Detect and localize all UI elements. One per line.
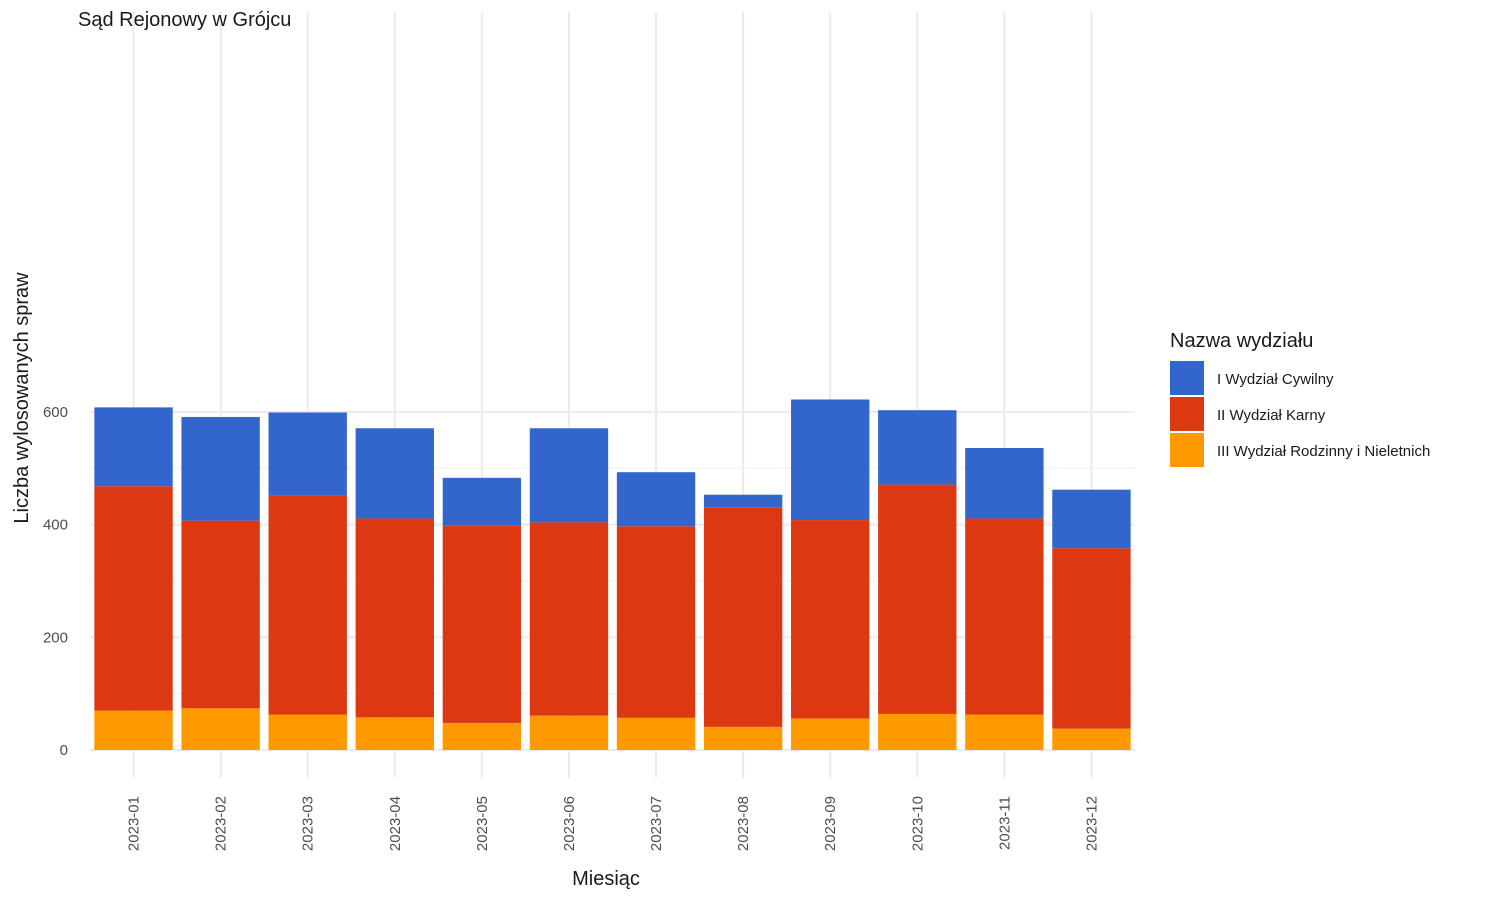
bar-segment [616, 526, 696, 718]
legend-swatch [1170, 397, 1204, 431]
bar-segment [268, 714, 347, 750]
bar-segment [703, 726, 783, 750]
bar-segment [355, 717, 434, 750]
legend-label: III Wydział Rodzinny i Nieletnich [1217, 443, 1430, 460]
x-axis-ticks: 2023-01 2023-02 2023-03 2023-04 2023-05 2023-… [126, 796, 1101, 851]
bar-segment [878, 713, 957, 750]
x-tick-label: 2023-12 [1083, 796, 1100, 851]
bar-segment [616, 472, 696, 527]
legend-items: I Wydział Cywilny II Wydział Karny III Wyd… [1170, 361, 1430, 467]
bar-segment [1052, 728, 1131, 750]
legend-swatch [1170, 361, 1204, 395]
bar-segment [94, 486, 173, 711]
x-tick-label: 2023-03 [300, 796, 317, 851]
y-tick-label: 400 [43, 517, 68, 534]
bar-segment [268, 495, 347, 715]
bar-segment [94, 710, 173, 750]
bar-segment [181, 416, 260, 521]
y-axis-ticks: 0 200 400 600 [43, 404, 68, 759]
bar-segment [965, 714, 1044, 750]
bar-segment [355, 518, 434, 718]
bar-segment [791, 399, 870, 521]
x-tick-label: 2023-06 [561, 796, 578, 851]
bar-segment [181, 708, 260, 750]
x-tick-label: 2023-09 [822, 796, 839, 851]
x-tick-label: 2023-01 [126, 796, 143, 851]
y-tick-label: 200 [43, 629, 68, 646]
legend-label: I Wydział Cywilny [1217, 371, 1334, 388]
bar-segment [965, 447, 1044, 519]
bar-segment [791, 718, 870, 750]
x-tick-label: 2023-05 [474, 796, 491, 851]
x-axis-title: Miesiąc [572, 868, 640, 890]
x-tick-label: 2023-11 [996, 796, 1013, 850]
bar-segment [703, 507, 783, 727]
bar-segment [616, 717, 696, 750]
bar-segment [1052, 489, 1131, 549]
x-tick-label: 2023-07 [648, 796, 665, 851]
bar-segment [442, 477, 522, 526]
bar-segment [529, 522, 609, 716]
bar-segment [442, 722, 522, 750]
bar-segment [442, 525, 522, 723]
x-tick-label: 2023-04 [387, 796, 404, 851]
bar-segment [878, 410, 957, 485]
x-tick-label: 2023-02 [213, 796, 230, 851]
bar-segment [529, 715, 609, 750]
bar-segment [1052, 548, 1131, 729]
y-tick-label: 0 [60, 742, 68, 759]
bar-segment [878, 484, 957, 714]
legend-swatch [1170, 433, 1204, 467]
bar-segment [94, 407, 173, 487]
legend: Nazwa wydziału I Wydział Cywilny II Wydzi… [1170, 330, 1430, 467]
bar-segment [791, 520, 870, 719]
y-tick-label: 600 [43, 404, 68, 421]
x-tick-label: 2023-10 [909, 796, 926, 851]
x-tick-label: 2023-08 [735, 796, 752, 851]
bar-segment [268, 412, 347, 496]
legend-label: II Wydział Karny [1217, 407, 1326, 424]
y-axis-title: Liczba wylosowanych spraw [11, 272, 33, 524]
bar-segment [529, 428, 609, 523]
bar-segment [355, 428, 434, 519]
chart-title: Sąd Rejonowy w Grójcu [78, 9, 291, 31]
legend-title: Nazwa wydziału [1170, 330, 1313, 352]
bar-segment [703, 494, 783, 508]
bars [94, 399, 1131, 750]
bar-segment [181, 520, 260, 709]
bar-segment [965, 518, 1044, 715]
